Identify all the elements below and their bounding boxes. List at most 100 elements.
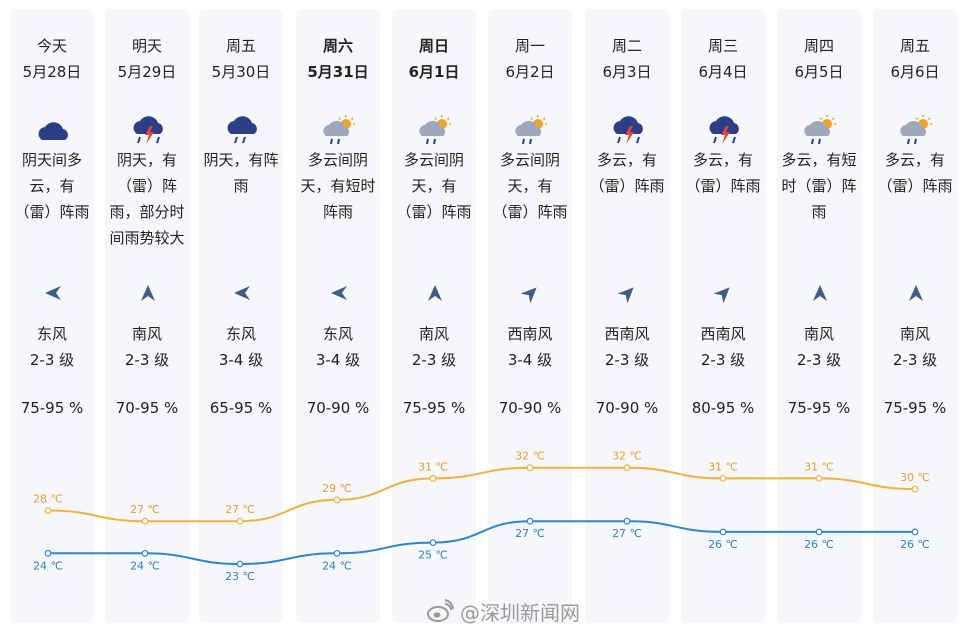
cloudy-icon	[38, 122, 68, 140]
weather-description: 多云，有 （雷）阵雨	[681, 147, 765, 199]
weather-description: 多云间阴天，有短时阵雨	[296, 147, 380, 225]
date-label: 5月30日	[211, 63, 271, 81]
wind-direction: 东风	[36, 325, 67, 343]
day-label: 今天	[36, 37, 67, 55]
day-label: 周四	[803, 37, 834, 55]
thunderstorm-icon	[613, 116, 643, 144]
description-line: （雷）阵雨	[14, 203, 90, 221]
weibo-icon	[427, 599, 454, 622]
description-line: 多云，有	[692, 151, 753, 169]
arrow-east-icon	[331, 286, 347, 300]
arrow-southwest-icon	[618, 287, 634, 303]
forecast-day: 周五 6月6日 多云，有 （雷）阵雨南风 2-3 级 75-95 %	[873, 9, 957, 623]
date-label: 5月31日	[307, 63, 369, 81]
humidity: 70-90 %	[595, 399, 659, 417]
wind-direction: 南风	[418, 325, 449, 343]
description-line: （雷）阵雨	[396, 203, 472, 221]
wind-level: 2-3 级	[892, 351, 938, 369]
date-label: 6月5日	[794, 63, 844, 81]
wind-level: 2-3 级	[29, 351, 75, 369]
humidity: 70-95 %	[115, 399, 179, 417]
weather-description: 阴天，有阵雨	[199, 147, 283, 199]
day-label: 明天	[131, 37, 162, 55]
day-label: 周二	[611, 37, 642, 55]
wind-direction: 东风	[322, 325, 353, 343]
description-line: （雷）阵雨	[492, 203, 568, 221]
forecast-day: 周日 6月1日 多云间阴 天，有 （雷）阵雨 南风 2-3 级 75-95 %	[392, 9, 476, 623]
weather-description: 阴天，有 （雷）阵 雨，部分时 间雨势较大	[105, 147, 189, 251]
description-line: （雷）阵雨	[877, 177, 953, 195]
wind-level: 3-4 级	[507, 351, 553, 369]
wind-direction: 南风	[899, 325, 930, 343]
partly-cloudy-rain-icon	[515, 115, 547, 145]
rain-icon	[227, 116, 257, 144]
wind-level: 2-3 级	[604, 351, 650, 369]
arrow-southwest-icon	[714, 287, 730, 303]
arrow-east-icon	[45, 286, 61, 300]
arrow-southwest-icon	[521, 287, 537, 303]
humidity: 70-90 %	[306, 399, 370, 417]
arrow-south-icon	[428, 285, 442, 301]
watermark-text: @深圳新闻网	[460, 600, 580, 625]
forecast-day: 周六 5月31日 多云间阴天，有短时阵雨东风 3-4 级 70-90 %	[296, 9, 380, 623]
description-line: （雷）阵雨	[685, 177, 761, 195]
date-label: 5月29日	[117, 63, 177, 81]
day-label: 周五	[899, 37, 930, 55]
date-label: 6月1日	[408, 63, 460, 81]
partly-cloudy-rain-icon	[900, 115, 932, 145]
day-label: 周一	[514, 37, 545, 55]
description-line: 多云间阴	[307, 151, 368, 169]
arrow-south-icon	[141, 285, 155, 301]
wind-direction: 西南风	[700, 325, 746, 343]
thunderstorm-icon	[709, 116, 739, 144]
forecast-day: 周二 6月3日 多云，有 （雷）阵雨 西南风 2-3 级 70-90 %	[585, 9, 669, 623]
day-label: 周三	[707, 37, 738, 55]
description-line: 天，有短时	[300, 177, 376, 195]
description-line: 多云，有短	[781, 151, 857, 169]
description-line: 时（雷）阵	[781, 177, 857, 195]
wind-direction: 东风	[225, 325, 256, 343]
humidity: 75-95 %	[883, 399, 947, 417]
humidity: 70-90 %	[498, 399, 562, 417]
date-label: 5月28日	[22, 63, 82, 81]
forecast-day: 明天 5月29日 阴天，有 （雷）阵 雨，部分时 间雨势较大 南风 2-3 级 70-95 %	[105, 9, 189, 623]
wind-direction: 西南风	[604, 325, 650, 343]
wind-direction: 南风	[131, 325, 162, 343]
partly-cloudy-rain-icon	[804, 115, 836, 145]
date-label: 6月3日	[602, 63, 652, 81]
description-line: 多云，有	[596, 151, 657, 169]
weather-description: 多云间阴 天，有 （雷）阵雨	[488, 147, 572, 225]
wind-level: 2-3 级	[411, 351, 457, 369]
wind-level: 3-4 级	[315, 351, 361, 369]
forecast-day: 今天 5月28日阴天间多云，有 （雷）阵雨东风 2-3 级 75-95 %	[10, 9, 94, 623]
forecast-day: 周五 5月30日 阴天，有阵雨东风 3-4 级 65-95 %	[199, 9, 283, 623]
day-label: 周日	[418, 37, 449, 55]
description-line: 阴天，有阵	[203, 151, 279, 169]
description-line: 云，有	[29, 177, 75, 195]
description-line: 阵雨	[322, 203, 353, 221]
wind-level: 2-3 级	[124, 351, 170, 369]
wind-level: 3-4 级	[218, 351, 264, 369]
date-label: 6月6日	[890, 63, 940, 81]
weather-description: 多云，有短 时（雷）阵雨	[777, 147, 861, 225]
day-label: 周六	[322, 37, 353, 55]
description-line: 阴天间多	[21, 151, 82, 169]
wind-level: 2-3 级	[700, 351, 746, 369]
partly-cloudy-rain-icon	[323, 115, 355, 145]
forecast-day: 周一 6月2日 多云间阴 天，有 （雷）阵雨 西南风 3-4 级 70-90 %	[488, 9, 572, 623]
description-line: 阴天，有	[116, 151, 177, 169]
date-label: 6月2日	[505, 63, 555, 81]
day-label: 周五	[225, 37, 256, 55]
description-line: （雷）阵	[116, 177, 177, 195]
partly-cloudy-rain-icon	[419, 115, 451, 145]
forecast-day: 周三 6月4日 多云，有 （雷）阵雨 西南风 2-3 级 80-95 %	[681, 9, 765, 623]
description-line: 雨，部分时	[109, 203, 185, 221]
humidity: 80-95 %	[691, 399, 755, 417]
watermark: @深圳新闻网	[426, 596, 580, 626]
arrow-south-icon	[909, 285, 923, 301]
humidity: 75-95 %	[20, 399, 84, 417]
humidity: 75-95 %	[787, 399, 851, 417]
weather-description: 多云间阴 天，有 （雷）阵雨	[392, 147, 476, 225]
weather-description: 多云，有 （雷）阵雨	[873, 147, 957, 199]
description-line: 多云，有	[884, 151, 945, 169]
